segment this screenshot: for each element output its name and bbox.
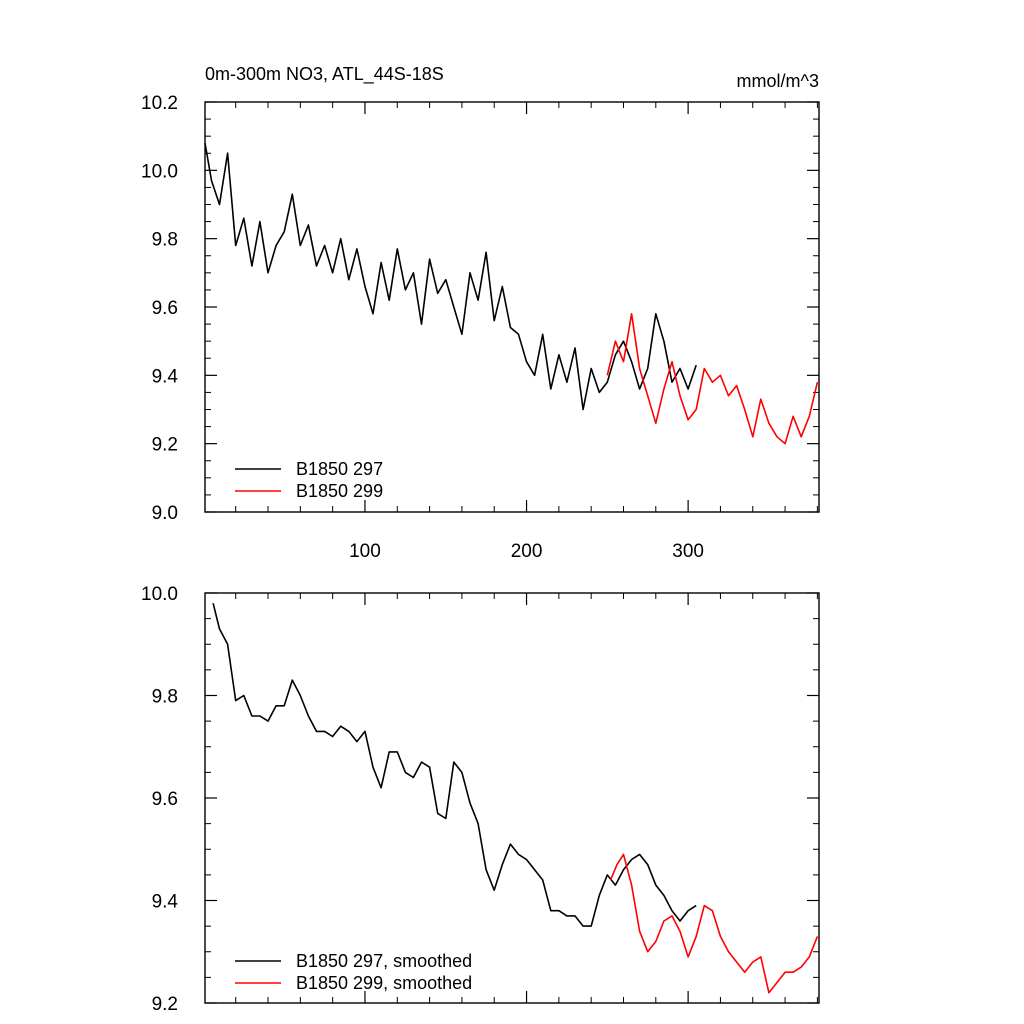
y-tick-label: 10.0 bbox=[141, 584, 178, 605]
x-tick-label: 300 bbox=[672, 541, 704, 562]
y-tick-label: 9.6 bbox=[152, 298, 178, 319]
bottom-series-lines bbox=[212, 603, 819, 994]
bottom-plot-frame bbox=[204, 592, 820, 1004]
legend-label: B1850 299, smoothed bbox=[296, 973, 472, 993]
y-tick-label: 9.2 bbox=[152, 994, 178, 1015]
y-tick-label: 10.2 bbox=[141, 93, 178, 114]
y-tick-label: 9.4 bbox=[152, 366, 179, 387]
x-tick-label: 100 bbox=[349, 541, 381, 562]
bottom-axis-ticks bbox=[205, 592, 819, 1004]
y-tick-label: 9.4 bbox=[152, 892, 179, 913]
legend-label: B1850 297, smoothed bbox=[296, 951, 472, 971]
top-series-lines bbox=[204, 142, 819, 445]
top-axis-ticks bbox=[205, 101, 819, 513]
top-y-tick-labels: 9.0 9.2 9.4 9.6 9.8 10.0 10.2 bbox=[141, 93, 178, 524]
bottom-y-tick-labels: 9.2 9.4 9.6 9.8 10.0 bbox=[141, 584, 178, 1015]
series-line-2 bbox=[609, 853, 819, 994]
y-tick-label: 10.0 bbox=[141, 161, 178, 182]
legend-label: B1850 299 bbox=[296, 481, 383, 501]
x-tick-label: 200 bbox=[511, 541, 543, 562]
top-panel: 0m-300m NO3, ATL_44S-18S mmol/m^3 9.0 9.2… bbox=[141, 64, 820, 562]
series-line-1 bbox=[212, 603, 697, 927]
y-tick-label: 9.8 bbox=[152, 687, 178, 708]
bottom-panel: 9.2 9.4 9.6 9.8 10.0 B1850 297, smoothedB185… bbox=[141, 584, 820, 1015]
y-tick-label: 9.0 bbox=[152, 503, 178, 524]
series-line-1 bbox=[204, 142, 697, 411]
series-line-2 bbox=[606, 312, 819, 445]
top-plot-frame bbox=[204, 101, 820, 513]
top-x-tick-labels: 100 200 300 bbox=[349, 541, 704, 562]
legend-label: B1850 297 bbox=[296, 459, 383, 479]
y-tick-label: 9.6 bbox=[152, 789, 178, 810]
y-tick-label: 9.8 bbox=[152, 230, 178, 251]
top-units-label: mmol/m^3 bbox=[737, 71, 819, 91]
top-chart-title: 0m-300m NO3, ATL_44S-18S bbox=[205, 64, 444, 85]
y-tick-label: 9.2 bbox=[152, 435, 178, 456]
